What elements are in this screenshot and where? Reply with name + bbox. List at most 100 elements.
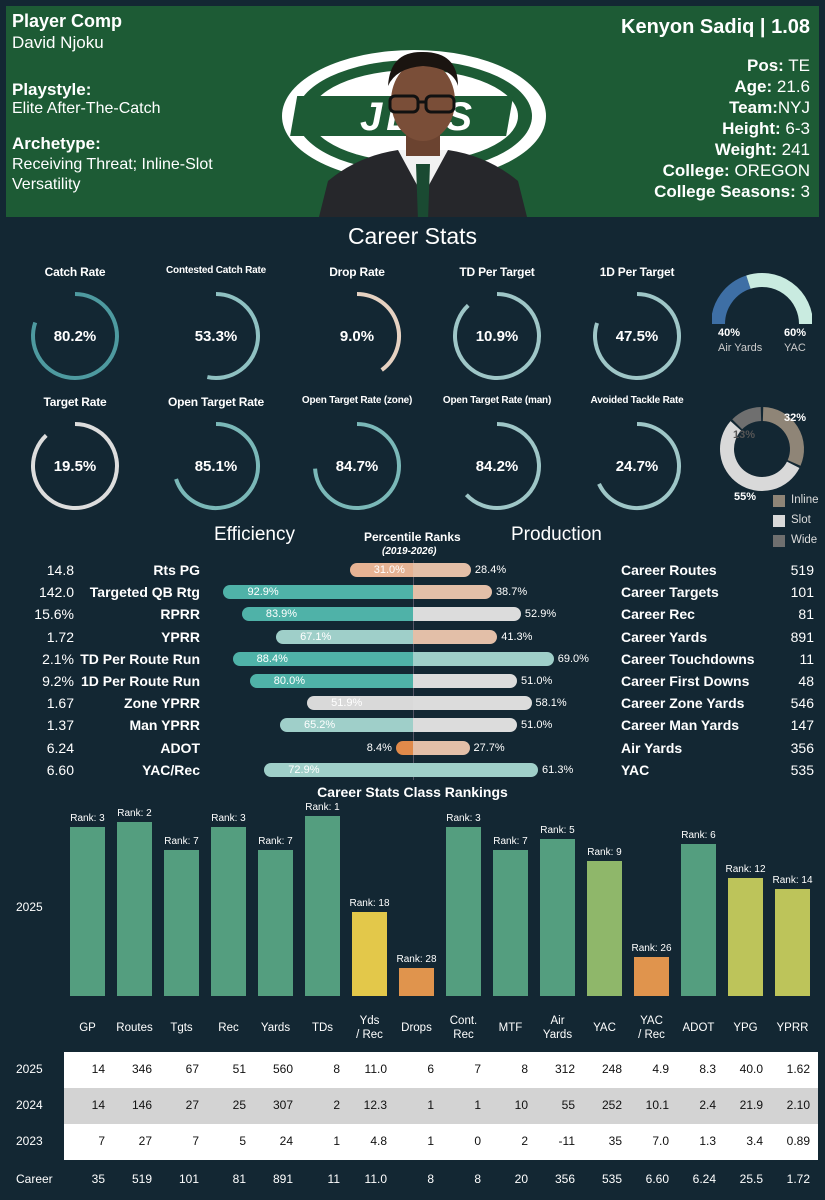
efficiency-value: 14.8 (46, 562, 74, 578)
gauge-arc (453, 292, 541, 380)
efficiency-value: 6.60 (46, 761, 74, 778)
alignment-slice-wide (732, 407, 762, 430)
player-photo (319, 51, 527, 217)
efficiency-metric: RPRR (160, 606, 200, 623)
gauge-value-1d-per-target: 47.5% (615, 328, 659, 345)
efficiency-value: 6.24 (46, 739, 74, 756)
table-cell: 1 (427, 1134, 434, 1148)
efficiency-metric: Targeted QB Rtg (89, 584, 200, 601)
table-cell: 891 (272, 1172, 293, 1186)
production-percentile-bar (413, 762, 539, 777)
stat-seasons: College Seasons: 3 (654, 182, 810, 201)
career-stats-title: Career Stats (347, 223, 478, 249)
column-header: Yds / Rec (356, 1015, 383, 1041)
table-cell: 4.9 (652, 1062, 669, 1076)
stat-pos: Pos: TE (747, 56, 810, 75)
table-cell: 11.0 (364, 1062, 387, 1076)
efficiency-percentile-bar (307, 696, 413, 711)
stat-college: College: OREGON (662, 161, 810, 180)
percentile-title: Percentile Ranks (364, 530, 461, 544)
gauge-arc (593, 292, 681, 380)
production-metric: Career Routes (621, 562, 717, 578)
table-cell: 25.5 (739, 1172, 763, 1186)
table-cell: 8 (333, 1062, 340, 1076)
gauge-value-open-target-rate-zone: 84.7% (335, 458, 379, 475)
production-value: 81 (798, 606, 814, 623)
production-value: 11 (799, 650, 814, 667)
stat-team: Team:NYJ (729, 98, 810, 117)
efficiency-metric: ADOT (160, 739, 200, 756)
production-percentile-bar (413, 651, 554, 666)
column-header: Air Yards (542, 1015, 573, 1041)
table-cell: 51 (232, 1062, 246, 1076)
efficiency-percentile-bar (276, 629, 413, 644)
production-percentile-bar (413, 718, 518, 733)
table-cell: 519 (131, 1172, 152, 1186)
rank-bar (634, 956, 669, 996)
gauge-arc (597, 422, 681, 510)
table-cell: 356 (554, 1172, 575, 1186)
gauge-open-target-rate-man (464, 422, 541, 510)
efficiency-metric: YPRR (161, 628, 200, 645)
rank-bar (493, 849, 528, 996)
production-metric: Career First Downs (621, 673, 750, 689)
gauge-avoided-tackle-rate (597, 422, 681, 510)
efficiency-metric: Man YPRR (129, 717, 200, 734)
rank-bar (587, 861, 622, 996)
air-yards-pct: 40% (718, 327, 741, 339)
efficiency-value: 2.1% (42, 650, 74, 667)
gauge-label-1d-per-target: 1D Per Target (599, 265, 675, 279)
efficiency-percentile-bar (279, 718, 413, 733)
efficiency-metric: 1D Per Route Run (80, 673, 200, 689)
column-header: Rec (218, 1022, 239, 1034)
production-value: 356 (790, 739, 814, 756)
gauge-drop-rate (356, 292, 401, 372)
efficiency-value: 1.72 (46, 628, 74, 645)
alignment-slice-slot (720, 421, 800, 491)
efficiency-percentile-label: 88.4% (256, 652, 288, 665)
production-percentile-bar (413, 585, 492, 600)
table-cell: 81 (232, 1172, 246, 1186)
table-cell: 1.72 (786, 1172, 810, 1186)
gauge-label-avoided-tackle-rate: Avoided Tackle Rate (590, 395, 684, 406)
gauge-arc (356, 292, 401, 372)
production-value: 147 (790, 717, 814, 734)
table-cell: 10 (514, 1098, 528, 1112)
gauge-label-open-target-rate-zone: Open Target Rate (zone) (301, 395, 413, 406)
production-metric: Career Yards (621, 628, 708, 645)
efficiency-metric: TD Per Route Run (80, 650, 200, 667)
column-header: MTF (498, 1022, 523, 1034)
rank-label: Rank: 26 (631, 942, 672, 954)
table-cell: 7 (192, 1134, 199, 1148)
production-value: 546 (790, 695, 814, 712)
production-metric: Career Man Yards (621, 717, 740, 734)
table-cell: 312 (554, 1062, 575, 1076)
rank-label: Rank: 9 (587, 847, 622, 858)
rank-bar (70, 827, 105, 996)
table-cell: 346 (131, 1062, 152, 1076)
rank-bar (681, 844, 716, 996)
gauge-value-catch-rate: 80.2% (53, 328, 97, 345)
production-value: 891 (790, 628, 814, 645)
gauge-value-td-per-target: 10.9% (475, 328, 519, 345)
table-cell: 3.4 (746, 1134, 763, 1148)
efficiency-value: 142.0 (38, 584, 74, 601)
rank-label: Rank: 2 (117, 807, 152, 819)
air-yards-arc (712, 275, 751, 325)
gauge-value-open-target-rate: 85.1% (194, 458, 238, 475)
yac-pct: 60% (784, 327, 807, 339)
production-percentile-bar (413, 696, 532, 711)
table-cell: 307 (272, 1098, 293, 1112)
rank-label: Rank: 14 (772, 875, 813, 887)
gauge-value-open-target-rate-man: 84.2% (475, 458, 519, 475)
gauge-label-catch-rate: Catch Rate (44, 265, 106, 279)
production-metric: Career Zone Yards (621, 695, 745, 712)
table-cell: 1 (474, 1098, 481, 1112)
column-header: YPRR (776, 1022, 809, 1034)
production-percentile-bar (413, 629, 498, 644)
production-metric: Air Yards (621, 739, 683, 756)
table-cell: 8.3 (699, 1062, 716, 1076)
table-row-label: 2023 (16, 1134, 43, 1148)
table-cell: 27 (138, 1134, 152, 1148)
gauge-label-open-target-rate: Open Target Rate (168, 395, 264, 409)
